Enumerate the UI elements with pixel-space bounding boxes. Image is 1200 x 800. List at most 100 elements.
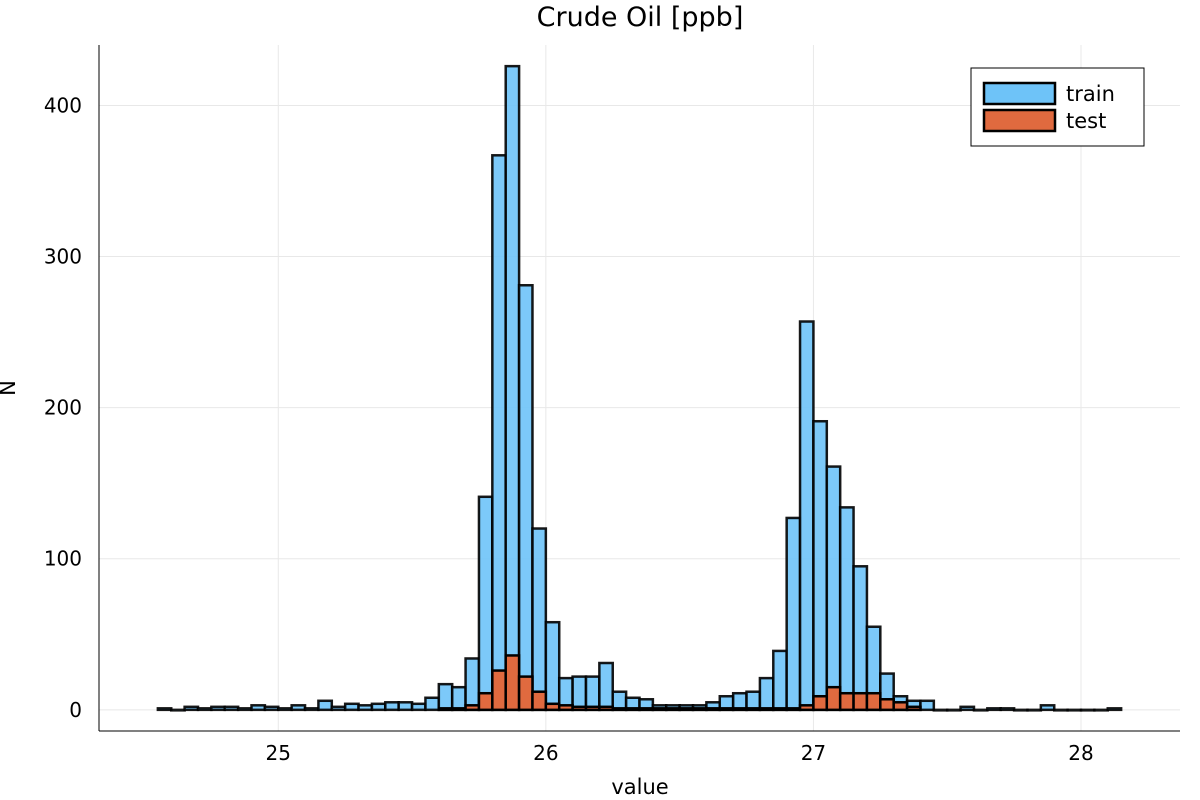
y-tick-label: 0 <box>69 698 82 722</box>
test-bar <box>838 691 855 712</box>
legend: train test <box>970 67 1145 147</box>
test-bar <box>638 707 655 712</box>
chart-title: Crude Oil [ppb] <box>537 2 744 33</box>
y-tick-labels: 0 100 200 300 400 <box>44 93 82 721</box>
train-bar <box>437 682 454 712</box>
train-bar <box>798 320 815 712</box>
train-bar <box>236 707 253 712</box>
test-bar <box>825 685 842 712</box>
test-bar <box>892 701 909 712</box>
train-bar <box>544 620 561 712</box>
train-bar <box>999 707 1016 712</box>
train-bar <box>812 419 829 712</box>
train-bar <box>919 699 936 712</box>
test-bar <box>798 704 815 712</box>
test-bar <box>718 707 735 712</box>
train-bar <box>491 154 507 712</box>
test-bar <box>531 690 548 712</box>
test-bar <box>544 702 561 712</box>
train-bar <box>263 705 280 712</box>
train-bar <box>825 465 842 712</box>
x-axis-title: value <box>611 775 668 799</box>
test-bar <box>745 707 762 712</box>
train-bar <box>303 707 320 712</box>
test-bar <box>772 707 788 712</box>
train-bar <box>183 705 200 712</box>
legend-swatch-test <box>982 108 1057 133</box>
train-bar <box>450 685 467 712</box>
test-bar <box>611 707 628 712</box>
train-bar <box>932 708 949 712</box>
train-bar <box>196 707 213 712</box>
train-bar <box>290 704 307 712</box>
legend-swatch-train <box>982 81 1057 106</box>
test-bar <box>865 691 882 712</box>
y-tick-label: 300 <box>44 245 82 269</box>
train-bar <box>1026 708 1043 712</box>
train-bar <box>464 657 481 712</box>
train-bar <box>1039 704 1056 712</box>
test-bar <box>665 707 681 712</box>
train-bar <box>424 696 441 712</box>
train-bar <box>531 527 548 712</box>
train-bar <box>357 704 374 712</box>
test-bar <box>464 704 481 712</box>
test-bar <box>905 705 922 712</box>
test-bar <box>557 704 574 712</box>
train-bar <box>959 705 976 712</box>
train-bar <box>410 702 427 712</box>
train-bar <box>223 705 240 712</box>
test-bar <box>731 707 748 712</box>
test-bar <box>624 707 641 712</box>
test-bars <box>437 654 922 712</box>
test-bar <box>504 654 521 712</box>
train-bar <box>250 704 267 712</box>
x-tick-label: 27 <box>801 741 826 765</box>
x-tick-label: 25 <box>266 741 291 765</box>
legend-box <box>970 67 1145 147</box>
train-bar <box>584 675 601 712</box>
train-bar <box>1106 707 1123 712</box>
test-bar <box>598 705 614 712</box>
train-bar <box>277 707 293 712</box>
train-bar <box>838 506 855 712</box>
test-bar <box>491 669 507 712</box>
train-bar <box>571 675 588 712</box>
train-bar <box>169 708 186 712</box>
train-bar <box>1093 708 1110 712</box>
test-bar <box>852 691 869 712</box>
train-bar <box>772 649 788 712</box>
test-bar <box>651 707 668 712</box>
test-bar <box>879 698 895 712</box>
train-bar <box>384 701 400 712</box>
x-tick-label: 26 <box>533 741 558 765</box>
train-bar <box>370 702 387 712</box>
test-bar <box>785 707 802 712</box>
y-tick-label: 200 <box>44 396 82 420</box>
axes <box>98 45 1180 732</box>
train-bar <box>986 707 1002 712</box>
train-bar <box>397 701 414 712</box>
train-bar <box>598 661 614 712</box>
test-bar <box>678 707 695 712</box>
train-bar <box>317 699 334 712</box>
test-bar <box>691 707 708 712</box>
test-bar <box>477 691 494 712</box>
train-bar <box>156 707 173 712</box>
x-tick-label: 28 <box>1068 741 1093 765</box>
train-bar <box>1052 708 1069 712</box>
train-bar <box>1066 708 1083 712</box>
test-bar <box>517 675 534 712</box>
train-bar <box>517 284 534 712</box>
train-bar <box>972 708 989 712</box>
train-bar <box>1012 708 1029 712</box>
test-bar <box>584 705 601 712</box>
x-tick-labels: 25 26 27 28 <box>266 741 1094 765</box>
test-bar <box>571 705 588 712</box>
train-bar <box>945 708 962 712</box>
legend-label-test: test <box>1066 109 1106 133</box>
train-bar <box>1079 708 1096 712</box>
y-axis-title: N <box>0 380 20 396</box>
test-bar <box>812 694 829 712</box>
